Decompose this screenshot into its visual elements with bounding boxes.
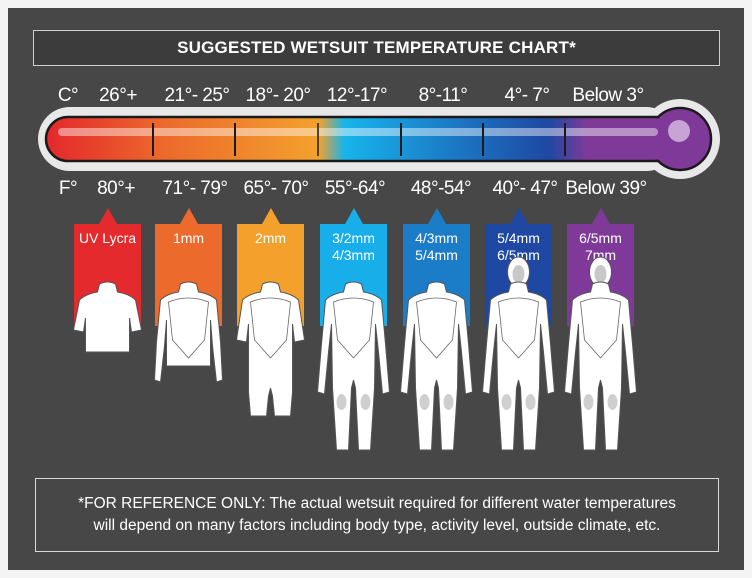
bulb-highlight [668, 120, 690, 142]
knee-pad [336, 394, 347, 410]
pointer-arrow-icon [509, 208, 528, 224]
knee-pad [360, 394, 371, 410]
fahrenheit-row: F° 80°+ 71°- 79° 65°- 70° 55°-64° 48°-54° 40°… [0, 178, 752, 204]
long-sleeve-top-icon [153, 281, 224, 383]
short-sleeve-rash-guard-icon [72, 281, 143, 353]
celsius-range: Below 3° [572, 85, 644, 106]
knee-pad [501, 394, 512, 410]
pointer-arrow-icon [98, 208, 117, 224]
celsius-range: 18°- 20° [245, 85, 311, 106]
celsius-unit: C° [57, 85, 79, 106]
knee-pad [525, 394, 536, 410]
disclaimer-box: *FOR REFERENCE ONLY: The actual wetsuit … [35, 478, 719, 552]
shorty-wetsuit-icon [235, 281, 306, 417]
thickness-label: 5/4mm [415, 247, 458, 263]
thickness-label: 3/2mm [332, 230, 375, 246]
thickness-label: 4/3mm [415, 230, 458, 246]
title-text: SUGGESTED WETSUIT TEMPERATURE CHART* [177, 38, 576, 57]
fahrenheit-range: 80°+ [97, 178, 135, 199]
chart-title: SUGGESTED WETSUIT TEMPERATURE CHART* [33, 30, 720, 66]
fahrenheit-range: 55°-64° [324, 178, 386, 199]
hooded-wetsuit-icon [481, 256, 556, 451]
thickness-label: 1mm [172, 230, 205, 246]
thermometer-shine [58, 128, 658, 136]
knee-pad [419, 394, 430, 410]
fahrenheit-range: 65°- 70° [243, 178, 309, 199]
pointer-arrow-icon [261, 208, 280, 224]
thickness-label: 2mm [254, 230, 287, 246]
knee-pad [443, 394, 454, 410]
pointer-arrow-icon [344, 208, 363, 224]
celsius-range: 8°-11° [418, 85, 468, 106]
hooded-wetsuit-icon [563, 256, 638, 451]
fahrenheit-range: 40°- 47° [492, 178, 558, 199]
thickness-label: 4/3mm [332, 247, 375, 263]
fahrenheit-unit: F° [58, 178, 78, 199]
thickness-label: 5/4mm [497, 230, 540, 246]
fahrenheit-range: 71°- 79° [162, 178, 228, 199]
pointer-arrow-icon [591, 208, 610, 224]
fahrenheit-range: 48°-54° [410, 178, 472, 199]
celsius-range: 12°-17° [326, 85, 388, 106]
full-wetsuit-icon [316, 281, 391, 451]
celsius-range: 4°- 7° [504, 85, 550, 106]
thickness-label: 6/5mm [497, 247, 540, 263]
celsius-range: 21°- 25° [164, 85, 230, 106]
knee-pad [607, 394, 618, 410]
fahrenheit-range: Below 39° [565, 178, 647, 199]
pointer-arrow-icon [427, 208, 446, 224]
thickness-label: 6/5mm [579, 230, 622, 246]
thickness-label: 7mm [584, 247, 617, 263]
pointer-arrow-icon [179, 208, 198, 224]
celsius-range: 26°+ [99, 85, 137, 106]
celsius-row: C° 26°+ 21°- 25° 18°- 20° 12°-17° 8°-11° 4°- … [0, 85, 752, 111]
disclaimer-line-1: *FOR REFERENCE ONLY: The actual wetsuit … [78, 495, 676, 512]
knee-pad [583, 394, 594, 410]
thickness-label: UV Lycra [78, 230, 137, 246]
full-wetsuit-icon [399, 281, 474, 451]
disclaimer-line-2: will depend on many factors including bo… [93, 517, 661, 534]
